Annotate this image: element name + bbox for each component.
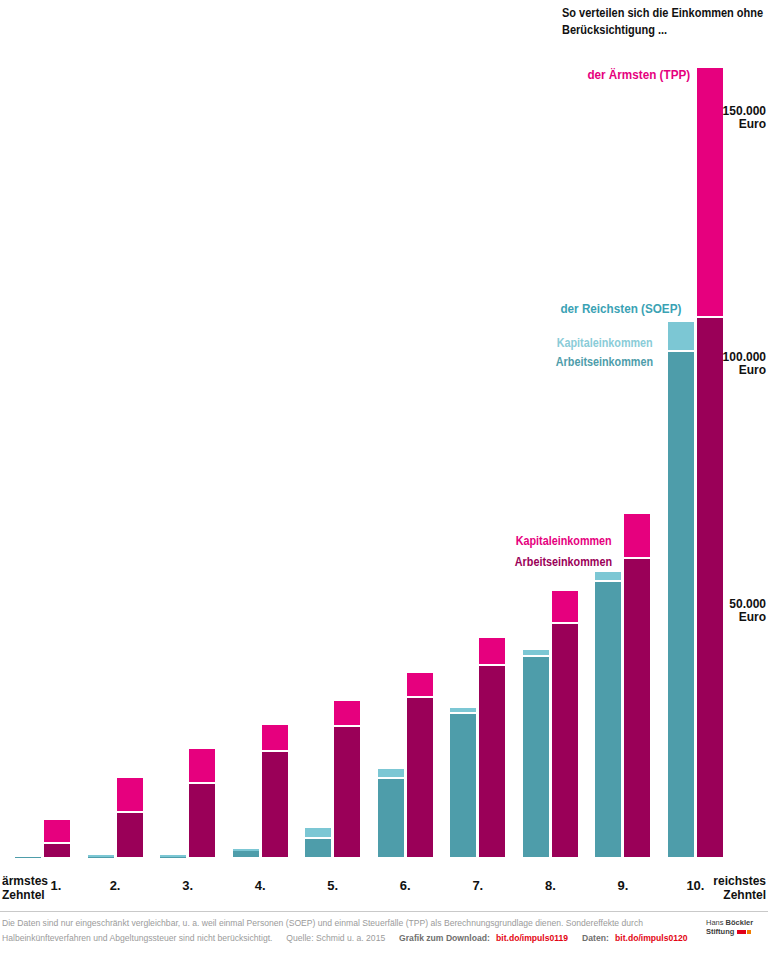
tpp-bar-decile-10 — [697, 68, 723, 857]
footer-data-link[interactable]: bit.do/impuls0120 — [615, 933, 688, 943]
tpp-bar-decile-8 — [552, 591, 578, 857]
tpp-bar-decile-1-arbeit-segment — [44, 844, 70, 857]
soep-bar-decile-5 — [305, 828, 331, 857]
x-axis-tick-7: 7. — [448, 878, 508, 893]
footer-source: Quelle: Schmid u. a. 2015 — [286, 933, 385, 943]
soep-bar-decile-7-kapital-segment — [450, 708, 476, 712]
footer-download-link[interactable]: bit.do/impuls0119 — [496, 933, 568, 943]
soep-bar-decile-9 — [595, 572, 621, 857]
x-axis-label-richest-line1: reichstes — [713, 874, 766, 888]
tpp-bar-decile-5 — [334, 701, 360, 857]
soep-bar-decile-6-kapital-segment — [378, 769, 404, 777]
footer-note-line1: Die Daten sind nur eingeschränkt verglei… — [2, 916, 688, 931]
tpp-bar-decile-3-arbeit-segment — [189, 784, 215, 857]
x-axis-tick-3: 3. — [158, 878, 218, 893]
footer-download-label: Grafik zum Download: — [399, 933, 490, 943]
soep-bar-decile-5-kapital-segment — [305, 828, 331, 836]
bar-chart: 1.2.3.4.5.6.7.8.9.10.150.000Euro100.000E… — [0, 0, 768, 957]
y-axis-tick-100000: 100.000Euro — [723, 351, 766, 377]
tpp-bar-decile-7-kapital-segment — [479, 638, 505, 664]
soep-bar-decile-10-arbeit-segment — [668, 352, 694, 857]
tpp-bar-decile-2 — [117, 778, 143, 857]
soep-bar-decile-4-arbeit-segment — [233, 851, 259, 857]
tpp-bar-decile-6 — [407, 673, 433, 857]
hans-boeckler-logo: Hans Böckler Stiftung — [706, 918, 753, 936]
soep-bar-decile-2 — [88, 855, 114, 857]
tpp-bar-decile-6-kapital-segment — [407, 673, 433, 696]
tpp-bar-decile-2-arbeit-segment — [117, 813, 143, 857]
soep-bar-decile-6-arbeit-segment — [378, 779, 404, 857]
tpp-bar-decile-7-arbeit-segment — [479, 666, 505, 857]
logo-stiftung: Stiftung — [706, 927, 734, 936]
logo-orange-block-icon — [747, 930, 751, 934]
footer-divider — [0, 911, 768, 912]
soep-bar-decile-7 — [450, 708, 476, 857]
logo-hans: Hans — [706, 918, 724, 927]
logo-boeckler: Böckler — [726, 918, 754, 927]
soep-bar-decile-7-arbeit-segment — [450, 714, 476, 857]
infographic-page: So verteilen sich die Einkommen ohne Ber… — [0, 0, 768, 957]
logo-line1: Hans Böckler — [706, 918, 753, 927]
soep-bar-decile-8-arbeit-segment — [523, 657, 549, 857]
x-axis-label-poorest-line1: ärmstes — [2, 874, 48, 888]
x-axis-tick-8: 8. — [520, 878, 580, 893]
x-axis-tick-2: 2. — [85, 878, 145, 893]
tpp-bar-decile-8-arbeit-segment — [552, 624, 578, 857]
tpp-bar-decile-5-arbeit-segment — [334, 727, 360, 857]
soep-bar-decile-9-arbeit-segment — [595, 582, 621, 857]
soep-bar-decile-6 — [378, 769, 404, 857]
tpp-bar-decile-9-kapital-segment — [624, 514, 650, 557]
tpp-bar-decile-4-kapital-segment — [262, 725, 288, 750]
tpp-bar-decile-9 — [624, 514, 650, 857]
footer-data-label: Daten: — [582, 933, 609, 943]
tpp-bar-decile-4 — [262, 725, 288, 857]
tpp-bar-decile-5-kapital-segment — [334, 701, 360, 725]
tpp-bar-decile-9-arbeit-segment — [624, 559, 650, 857]
soep-bar-decile-4 — [233, 849, 259, 857]
y-axis-tick-150000: 150.000Euro — [723, 105, 766, 131]
soep-bar-decile-10 — [668, 322, 694, 857]
logo-line2: Stiftung — [706, 927, 753, 936]
footer-note-line2: Halbeinkünfteverfahren und Abgeltungsste… — [2, 931, 688, 946]
tpp-bar-decile-8-kapital-segment — [552, 591, 578, 622]
soep-bar-decile-5-arbeit-segment — [305, 839, 331, 857]
tpp-bar-decile-1 — [44, 820, 70, 857]
x-axis-label-poorest-line2: Zehntel — [2, 888, 48, 902]
x-axis-tick-9: 9. — [593, 878, 653, 893]
footer: Die Daten sind nur eingeschränkt verglei… — [2, 916, 688, 946]
x-axis-label-richest: reichstes Zehntel — [713, 874, 766, 902]
y-axis-tick-50000: 50.000Euro — [729, 598, 766, 624]
x-axis-tick-4: 4. — [230, 878, 290, 893]
tpp-bar-decile-4-arbeit-segment — [262, 752, 288, 857]
tpp-bar-decile-6-arbeit-segment — [407, 698, 433, 857]
soep-bar-decile-9-kapital-segment — [595, 572, 621, 581]
tpp-bar-decile-1-kapital-segment — [44, 820, 70, 842]
tpp-bar-decile-7 — [479, 638, 505, 857]
x-axis-tick-5: 5. — [303, 878, 363, 893]
tpp-bar-decile-10-arbeit-segment — [697, 318, 723, 857]
soep-bar-decile-8 — [523, 650, 549, 857]
soep-bar-decile-8-kapital-segment — [523, 650, 549, 655]
logo-red-block-icon — [737, 930, 746, 934]
tpp-bar-decile-3-kapital-segment — [189, 749, 215, 782]
x-axis-label-poorest: ärmstes Zehntel — [2, 874, 48, 902]
tpp-bar-decile-10-kapital-segment — [697, 68, 723, 316]
x-axis-tick-6: 6. — [375, 878, 435, 893]
tpp-bar-decile-2-kapital-segment — [117, 778, 143, 811]
soep-bar-decile-3 — [160, 855, 186, 857]
x-axis-label-richest-line2: Zehntel — [713, 888, 766, 902]
footer-note-line2-text: Halbeinkünfteverfahren und Abgeltungsste… — [2, 933, 272, 943]
soep-bar-decile-10-kapital-segment — [668, 322, 694, 350]
tpp-bar-decile-3 — [189, 749, 215, 857]
